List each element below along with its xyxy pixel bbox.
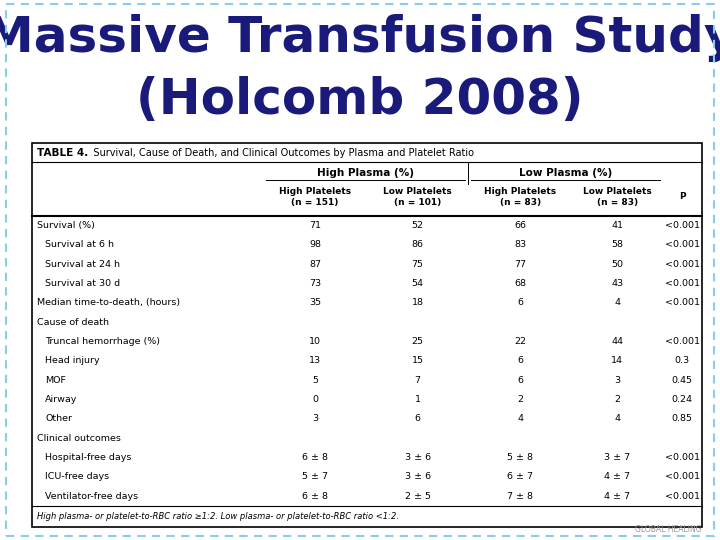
Text: Low Platelets
(n = 83): Low Platelets (n = 83) [583, 186, 652, 207]
Text: 0: 0 [312, 395, 318, 404]
Text: 4 ± 7: 4 ± 7 [604, 492, 631, 501]
Text: 1: 1 [415, 395, 420, 404]
Text: Median time-to-death, (hours): Median time-to-death, (hours) [37, 299, 180, 307]
Text: 4: 4 [614, 415, 621, 423]
Text: Survival at 30 d: Survival at 30 d [45, 279, 120, 288]
Text: 25: 25 [412, 337, 423, 346]
Text: 5: 5 [312, 376, 318, 385]
Text: TABLE 4.: TABLE 4. [37, 147, 88, 158]
Text: 83: 83 [514, 240, 526, 249]
Text: 4 ± 7: 4 ± 7 [604, 472, 631, 482]
Text: 87: 87 [309, 260, 321, 269]
Text: 3 ± 6: 3 ± 6 [405, 472, 431, 482]
Text: 35: 35 [309, 299, 321, 307]
Text: 2: 2 [614, 395, 621, 404]
Text: 2 ± 5: 2 ± 5 [405, 492, 431, 501]
Text: Massive Transfusion Study: Massive Transfusion Study [0, 14, 720, 62]
Text: 75: 75 [412, 260, 423, 269]
Text: 6 ± 8: 6 ± 8 [302, 453, 328, 462]
Text: (Holcomb 2008): (Holcomb 2008) [136, 76, 584, 124]
Text: Hospital-free days: Hospital-free days [45, 453, 132, 462]
Text: 0.85: 0.85 [672, 415, 693, 423]
Text: 6: 6 [415, 415, 420, 423]
Text: 52: 52 [412, 221, 423, 230]
Text: 13: 13 [309, 356, 321, 366]
Text: Airway: Airway [45, 395, 78, 404]
Text: Clinical outcomes: Clinical outcomes [37, 434, 120, 443]
Text: Cause of death: Cause of death [37, 318, 109, 327]
Text: <0.001: <0.001 [665, 337, 700, 346]
Text: 0.45: 0.45 [672, 376, 693, 385]
Text: 71: 71 [309, 221, 321, 230]
Text: ICU-free days: ICU-free days [45, 472, 109, 482]
Text: 3 ± 6: 3 ± 6 [405, 453, 431, 462]
Text: 6 ± 8: 6 ± 8 [302, 492, 328, 501]
Text: 77: 77 [514, 260, 526, 269]
Text: Survival (%): Survival (%) [37, 221, 94, 230]
Text: Ventilator-free days: Ventilator-free days [45, 492, 138, 501]
Text: 7: 7 [415, 376, 420, 385]
Text: <0.001: <0.001 [665, 453, 700, 462]
Text: 0.3: 0.3 [675, 356, 690, 366]
Text: Other: Other [45, 415, 72, 423]
Text: 54: 54 [412, 279, 423, 288]
Text: 15: 15 [412, 356, 423, 366]
Text: 5 ± 8: 5 ± 8 [507, 453, 534, 462]
Text: 68: 68 [514, 279, 526, 288]
Bar [32, 143, 702, 526]
Text: 58: 58 [611, 240, 624, 249]
Text: MOF: MOF [45, 376, 66, 385]
Text: High Platelets
(n = 151): High Platelets (n = 151) [279, 186, 351, 207]
Text: <0.001: <0.001 [665, 240, 700, 249]
Text: 2: 2 [517, 395, 523, 404]
Text: Truncal hemorrhage (%): Truncal hemorrhage (%) [45, 337, 161, 346]
Text: 3: 3 [312, 415, 318, 423]
Text: <0.001: <0.001 [665, 260, 700, 269]
Text: High plasma- or platelet-to-RBC ratio ≥1:2. Low plasma- or platelet-to-RBC ratio: High plasma- or platelet-to-RBC ratio ≥1… [37, 512, 399, 521]
Text: 3 ± 7: 3 ± 7 [604, 453, 631, 462]
Text: 6: 6 [517, 376, 523, 385]
Text: 66: 66 [514, 221, 526, 230]
Text: 7 ± 8: 7 ± 8 [507, 492, 534, 501]
Text: Head injury: Head injury [45, 356, 100, 366]
Text: 41: 41 [611, 221, 624, 230]
Text: 50: 50 [611, 260, 624, 269]
Text: 43: 43 [611, 279, 624, 288]
Text: P: P [679, 192, 685, 201]
Text: 10: 10 [309, 337, 321, 346]
Text: 98: 98 [309, 240, 321, 249]
Text: 86: 86 [412, 240, 423, 249]
Text: 5 ± 7: 5 ± 7 [302, 472, 328, 482]
Text: Low Plasma (%): Low Plasma (%) [518, 168, 612, 178]
Text: 73: 73 [309, 279, 321, 288]
Text: 6 ± 7: 6 ± 7 [507, 472, 534, 482]
Text: GLOBAL HEALING: GLOBAL HEALING [635, 524, 702, 534]
Text: 4: 4 [614, 299, 621, 307]
Text: 6: 6 [517, 299, 523, 307]
Text: Low Platelets
(n = 101): Low Platelets (n = 101) [383, 186, 452, 207]
Text: 3: 3 [614, 376, 621, 385]
Text: <0.001: <0.001 [665, 221, 700, 230]
Text: Survival at 6 h: Survival at 6 h [45, 240, 114, 249]
Text: High Plasma (%): High Plasma (%) [317, 168, 414, 178]
Text: 18: 18 [412, 299, 423, 307]
Text: 4: 4 [517, 415, 523, 423]
Text: 6: 6 [517, 356, 523, 366]
Text: 22: 22 [514, 337, 526, 346]
Text: High Platelets
(n = 83): High Platelets (n = 83) [484, 186, 557, 207]
Text: Survival at 24 h: Survival at 24 h [45, 260, 120, 269]
Text: 14: 14 [611, 356, 624, 366]
Text: 44: 44 [611, 337, 624, 346]
Text: <0.001: <0.001 [665, 472, 700, 482]
Text: <0.001: <0.001 [665, 279, 700, 288]
Text: 0.24: 0.24 [672, 395, 693, 404]
Text: <0.001: <0.001 [665, 299, 700, 307]
Text: Survival, Cause of Death, and Clinical Outcomes by Plasma and Platelet Ratio: Survival, Cause of Death, and Clinical O… [84, 147, 474, 158]
Text: <0.001: <0.001 [665, 492, 700, 501]
